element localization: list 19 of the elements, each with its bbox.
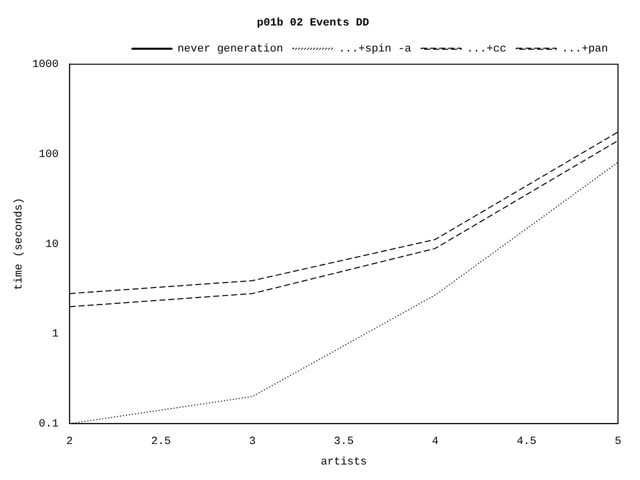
x-axis-title: artists: [320, 456, 367, 468]
x-tick-label: 3.5: [334, 436, 354, 448]
chart-title: p01b 02 Events DD: [256, 17, 370, 30]
legend-label: ...+spin -a: [338, 44, 412, 56]
legend-label: ...+pan: [562, 44, 608, 56]
x-tick-label: 5: [614, 436, 622, 448]
x-tick-label: 2.5: [151, 436, 171, 448]
x-tick-label: 2: [66, 436, 73, 448]
x-tick-label: 4: [432, 436, 439, 448]
y-tick-label: 0.1: [38, 418, 59, 431]
legend-label: ...+cc: [466, 44, 506, 56]
x-tick-label: 4.5: [516, 436, 537, 448]
y-tick-label: 1000: [32, 59, 59, 72]
y-axis-title: time (seconds): [14, 198, 26, 290]
legend-label: never generation: [177, 44, 284, 56]
x-tick-label: 3: [249, 436, 256, 448]
y-tick-label: 1: [52, 328, 59, 341]
y-tick-label: 10: [45, 238, 59, 251]
y-tick-label: 100: [38, 148, 59, 161]
